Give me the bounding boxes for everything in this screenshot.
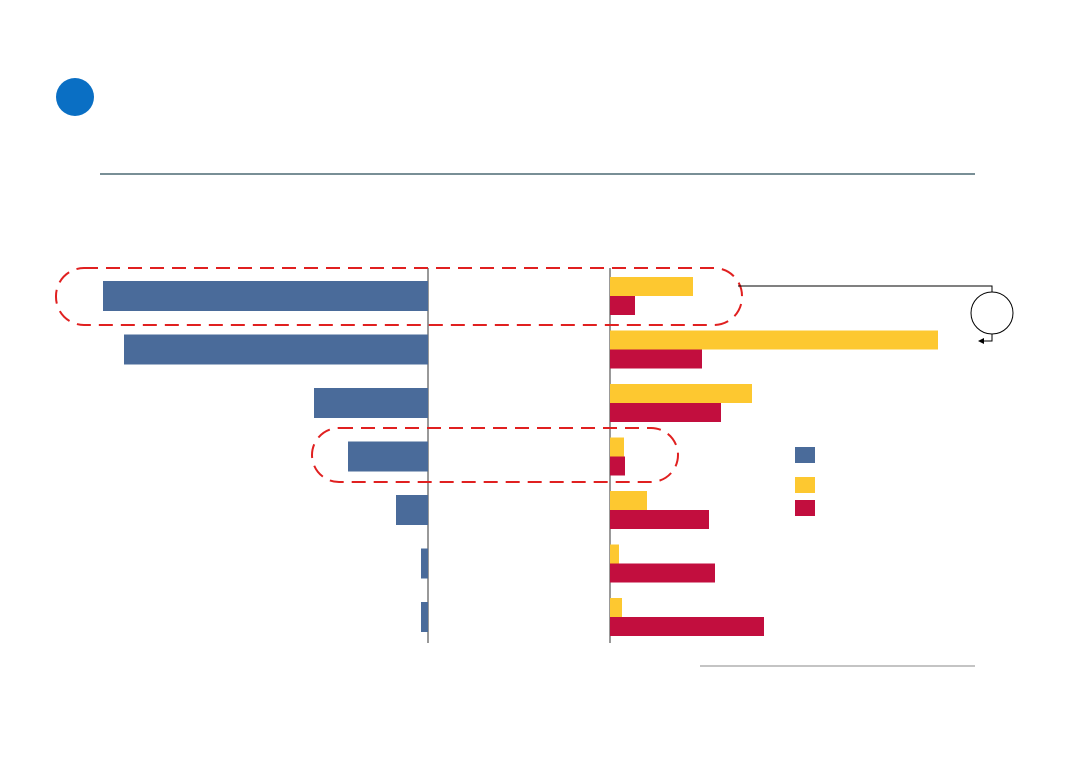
bar (421, 548, 428, 579)
bar (610, 544, 619, 564)
highlight-ellipse (55, 267, 743, 326)
bar (396, 495, 428, 525)
bar (314, 388, 428, 418)
bar (610, 437, 624, 457)
connector (982, 334, 993, 342)
bar (610, 617, 764, 636)
bar (610, 403, 721, 422)
bar (610, 296, 635, 315)
bar (610, 598, 622, 617)
callout-circle (970, 291, 1014, 335)
bar (610, 277, 693, 296)
bar (610, 384, 752, 403)
bar (103, 281, 428, 311)
arrow-head (978, 338, 984, 344)
bar (610, 349, 702, 369)
connector (738, 285, 993, 292)
section-dot (56, 78, 94, 116)
bar (610, 563, 715, 583)
bars (103, 277, 938, 636)
bar (610, 456, 625, 476)
bar (610, 510, 709, 529)
highlight-ellipse (311, 427, 679, 483)
bar (124, 334, 428, 365)
bar (421, 602, 428, 632)
legend-swatch (795, 500, 815, 516)
bar (610, 330, 938, 350)
bar (348, 441, 428, 472)
legend-swatch (795, 447, 815, 463)
bar (610, 491, 647, 510)
legend-swatch (795, 477, 815, 493)
